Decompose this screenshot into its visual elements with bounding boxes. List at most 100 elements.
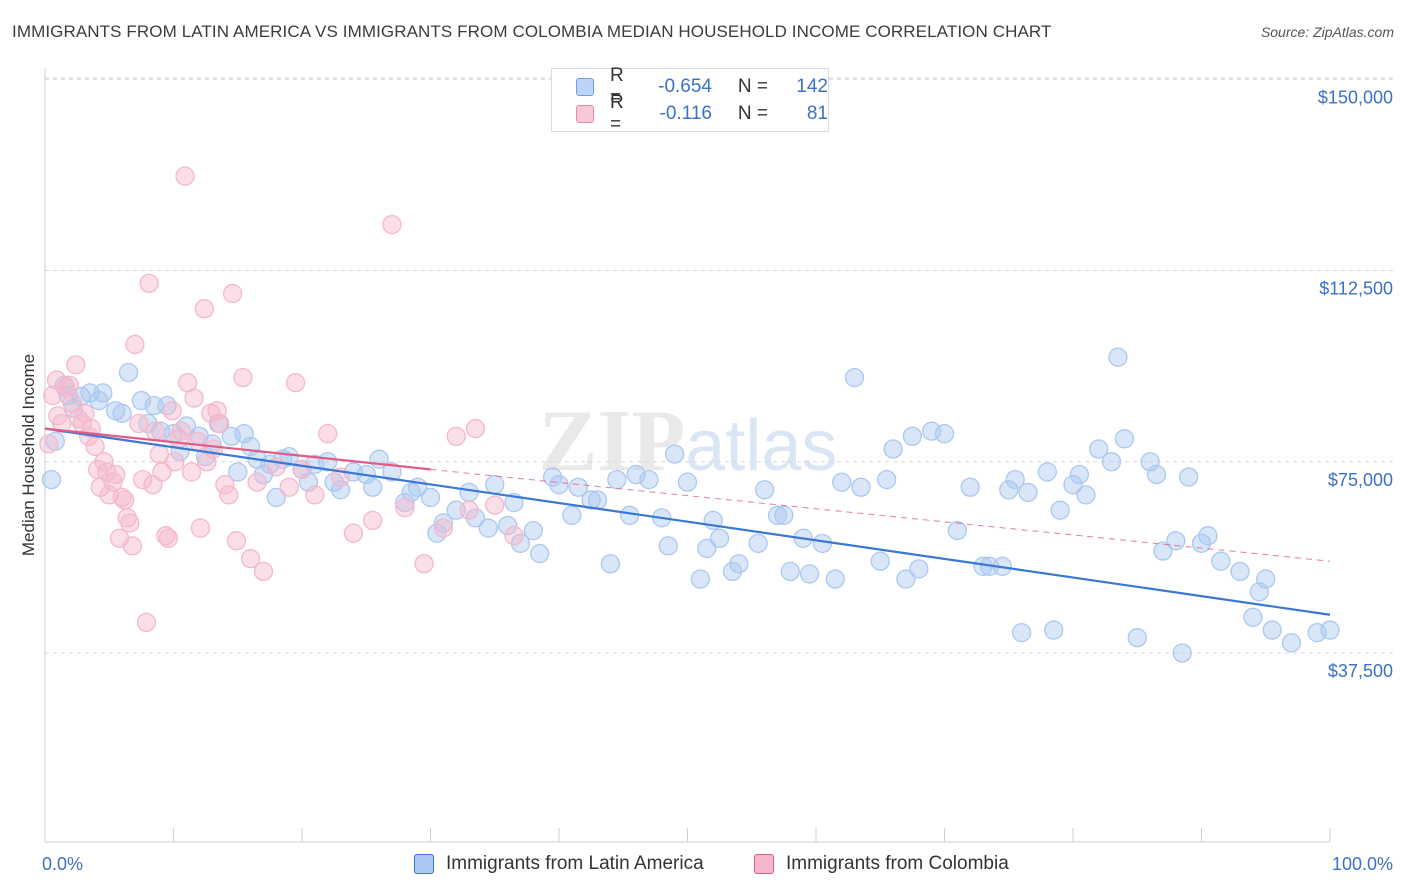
y-tick-label: $75,000 (1328, 470, 1393, 490)
stats-legend: R = -0.654 N = 142 R = -0.116 N = 81 (551, 65, 829, 135)
data-point (581, 490, 601, 510)
data-point (999, 480, 1019, 500)
data-point (363, 510, 383, 531)
data-point (194, 299, 214, 319)
series-legend: Immigrants from Latin America Immigrants… (0, 853, 1406, 877)
data-point (549, 475, 569, 495)
data-point (459, 500, 479, 520)
data-point (709, 528, 730, 548)
data-point (1211, 551, 1231, 571)
data-point (279, 446, 299, 467)
data-point (136, 612, 157, 633)
data-point (851, 477, 871, 497)
data-point (523, 520, 543, 541)
data-point (103, 472, 123, 492)
chart-source: Source: ZipAtlas.com (1260, 24, 1394, 40)
data-point (1050, 500, 1070, 520)
data-point (465, 508, 486, 528)
data-point (1005, 469, 1025, 490)
data-point (902, 426, 923, 446)
r-value: -0.116 (659, 103, 712, 124)
data-point (118, 362, 139, 383)
data-point (1262, 620, 1282, 640)
data-point (129, 413, 149, 434)
data-point (279, 477, 299, 497)
trend-lines (44, 427, 1331, 616)
series-colombia-points (39, 166, 524, 633)
data-point (1011, 622, 1032, 643)
legend-item-colombia[interactable]: Immigrants from Colombia (754, 853, 1009, 875)
data-point (41, 469, 62, 490)
y-tick-label: $112,500 (1319, 279, 1393, 299)
data-point (832, 472, 852, 492)
tick-labels: $37,500 $75,000 $112,500 $150,000 0.0% 100.0% (42, 87, 1393, 874)
data-point (562, 505, 582, 525)
data-point (639, 469, 659, 490)
trend-line (44, 427, 1331, 616)
data-point (934, 424, 955, 444)
data-point (1076, 485, 1096, 505)
data-point (203, 439, 223, 459)
data-point (112, 403, 132, 423)
data-point (799, 564, 820, 584)
chart-title: IMMIGRANTS FROM LATIN AMERICA VS IMMIGRA… (12, 22, 1052, 41)
data-point (240, 549, 261, 569)
data-point (59, 375, 80, 395)
data-point (947, 520, 967, 541)
data-point (600, 554, 621, 574)
data-point (780, 561, 800, 582)
data-point (825, 569, 845, 589)
data-point (665, 444, 685, 464)
data-point (485, 475, 505, 495)
data-point (427, 523, 447, 543)
data-point (420, 487, 441, 508)
data-point (219, 485, 239, 505)
data-point (870, 551, 890, 571)
data-point (722, 561, 743, 582)
watermark-atlas: atlas (685, 406, 837, 486)
legend-swatch-colombia (576, 105, 594, 123)
data-point (504, 526, 524, 546)
data-point (292, 459, 312, 480)
data-point (133, 469, 153, 490)
data-point (542, 467, 563, 487)
data-point (343, 523, 364, 543)
data-point (222, 283, 243, 304)
data-point (171, 421, 191, 441)
legend-swatch-latin-america (576, 78, 594, 96)
data-point (812, 533, 833, 553)
data-point (1230, 561, 1250, 582)
data-point (844, 367, 865, 388)
legend-item-latin-america[interactable]: Immigrants from Latin America (414, 853, 704, 875)
r-label: R = (610, 65, 624, 108)
n-value: 142 (796, 76, 828, 97)
data-point (106, 464, 126, 485)
data-point (247, 472, 267, 492)
legend-label: Immigrants from Latin America (446, 853, 704, 874)
data-point (658, 536, 678, 556)
n-label: N = (737, 76, 768, 97)
stats-row-latin-america: R = -0.654 N = 142 (552, 65, 828, 108)
data-point (158, 528, 179, 548)
data-point (960, 477, 980, 497)
data-point (1101, 452, 1122, 472)
data-point (285, 373, 306, 393)
data-point (85, 436, 105, 457)
data-point (1044, 620, 1064, 640)
legend-label: Immigrants from Colombia (786, 853, 1009, 874)
x-tick-label: 100.0% (1332, 854, 1393, 874)
data-point (1172, 643, 1192, 663)
data-point (459, 482, 479, 503)
data-point (433, 513, 454, 533)
data-point (1063, 475, 1083, 495)
data-point (485, 495, 505, 515)
data-point (139, 273, 159, 293)
data-point (152, 462, 172, 482)
y-tick-label: $37,500 (1328, 661, 1393, 681)
data-point (767, 505, 788, 525)
data-point (607, 469, 627, 490)
data-point (39, 434, 59, 454)
data-point (184, 388, 204, 408)
data-point (253, 561, 274, 582)
y-tick-label: $150,000 (1318, 87, 1393, 107)
